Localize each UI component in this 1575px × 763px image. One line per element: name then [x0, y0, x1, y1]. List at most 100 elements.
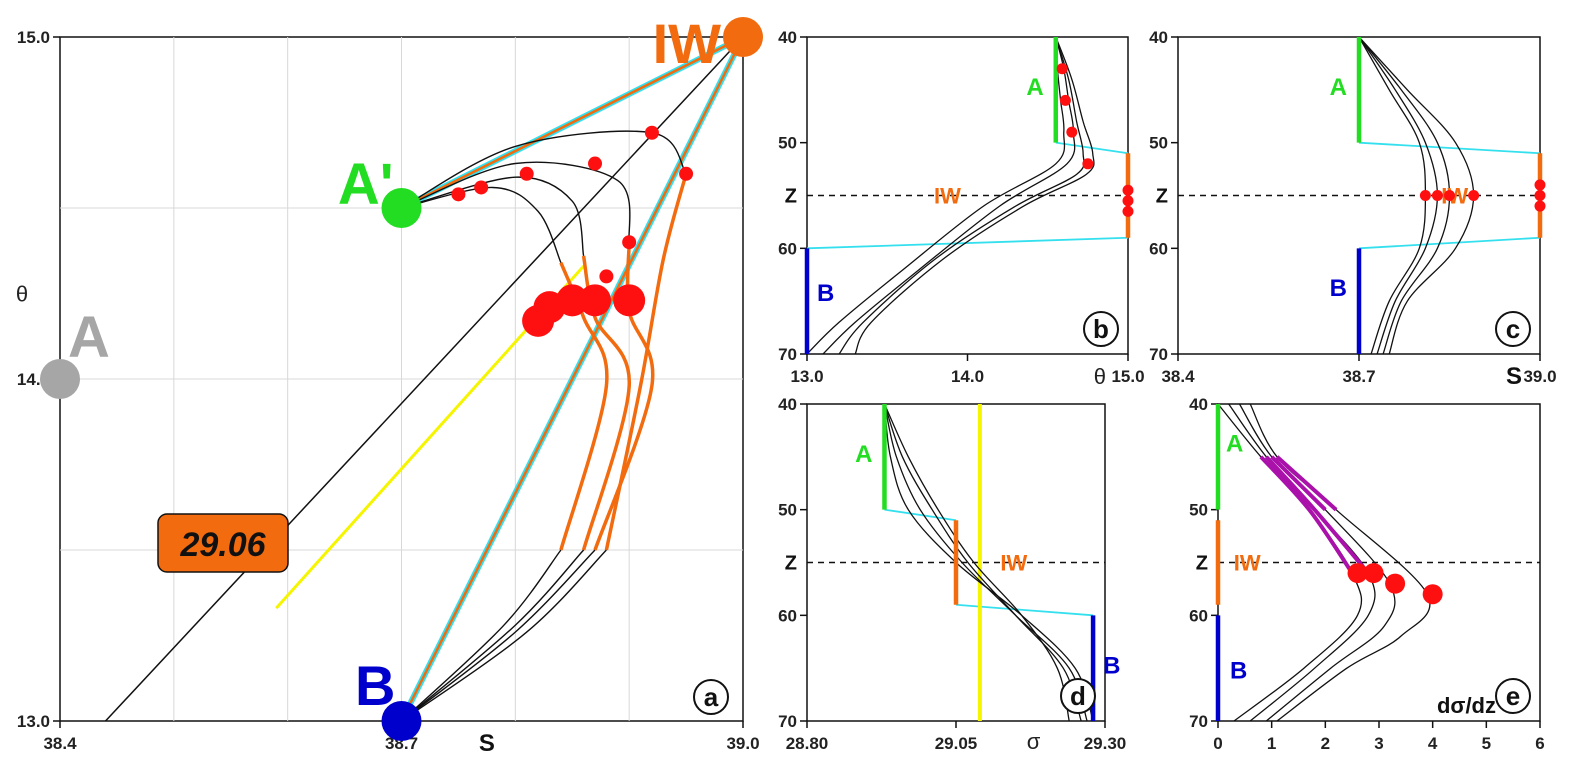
panel-b-label-B: B [817, 280, 834, 307]
panel-e-xtick-label: 6 [1535, 734, 1544, 753]
panel-a-curve-upper [401, 186, 562, 263]
panel-e-xtick-label: 5 [1482, 734, 1491, 753]
panel-e-xtick-label: 4 [1428, 734, 1438, 753]
panel-a-ylabel: θ [16, 282, 28, 307]
panel-b-profile-curve [838, 36, 1085, 355]
panel-b-red-point [1122, 184, 1134, 196]
panel-c-ytick-label: 70 [1149, 345, 1168, 364]
panel-a-curve-upper [401, 176, 585, 257]
panel-e-label-circle [1495, 678, 1531, 714]
panel-c-connector-upper [1358, 141, 1541, 155]
panel-c-red-point [1419, 190, 1431, 201]
panel-b-label-IW: IW [934, 184, 961, 209]
panel-c-red-point [1431, 190, 1443, 201]
panel-e-label-A: A [1226, 431, 1243, 458]
panel-c-label: c [1506, 314, 1520, 344]
panel-b-red-point [1122, 205, 1134, 217]
panel-a-label-A-prime: A' [338, 152, 394, 217]
panel-b-profile-curve [806, 36, 1066, 355]
panel-a-ytick-label: 15.0 [17, 28, 50, 47]
panel-c-label-A: A [1330, 74, 1347, 101]
panel-e-label: e [1506, 681, 1520, 711]
panel-e-xtick-label: 3 [1374, 734, 1383, 753]
panel-d-label-B: B [1103, 652, 1120, 679]
panel-c-red-point [1534, 190, 1546, 201]
panel-a-red-point [474, 180, 489, 195]
panel-a-label-A: A [68, 305, 110, 370]
panel-b-ytick-label: 40 [778, 28, 797, 47]
panel-b-connector-lower [806, 236, 1129, 250]
panel-b-profile-curve [822, 36, 1076, 355]
panel-b-xtick-label: 15.0 [1111, 367, 1144, 386]
panel-b-z-label: Z [785, 186, 797, 208]
panel-b-red-point [1059, 94, 1071, 106]
panel-a-xtick-label: 39.0 [726, 734, 759, 753]
panel-a-xlabel: S [479, 730, 495, 757]
panel-e-red-point [1422, 584, 1443, 605]
panel-d-label-circle [1060, 678, 1096, 714]
panel-d-ytick-label: 50 [778, 501, 797, 520]
panel-c-xtick-label: 39.0 [1523, 367, 1556, 386]
panel-c-ytick-label: 40 [1149, 28, 1168, 47]
panel-b-red-point [1056, 63, 1068, 75]
panel-c-ytick-label: 50 [1149, 134, 1168, 153]
panel-b-xtick-label: 13.0 [790, 367, 823, 386]
panel-b-label: b [1093, 314, 1109, 344]
panel-a-big-red-point [579, 284, 612, 317]
panel-d-sigma-profile: 28.80 29.05 29.30 40 50 60 70 Z A IW Bσ d [778, 395, 1126, 754]
panel-c-label-B: B [1330, 275, 1347, 302]
panel-a-curve-upper [401, 130, 687, 209]
panel-a-point-A-prime [381, 188, 422, 228]
panel-a-red-point [644, 125, 659, 140]
panel-a-red-point [519, 166, 534, 181]
panel-b-theta-profile: 13.0 14.0 15.0 40 50 60 70 Z A IW Bθb [778, 28, 1144, 389]
panel-a-ytick-label: 13.0 [17, 712, 50, 731]
panel-e-z-label: Z [1196, 553, 1208, 575]
panel-d-ytick-label: 40 [778, 395, 797, 414]
panel-e-stratification-profile: 0 1 2 3 4 5 6 40 50 60 70 Z A IW Bdσ/dz e [1189, 395, 1545, 753]
panel-e-red-point [1385, 573, 1406, 594]
panel-e-xtick-label: 0 [1213, 734, 1222, 753]
panel-a-point-A [40, 359, 80, 399]
panel-e-profile-highlight [1259, 455, 1354, 575]
panel-a-red-point [599, 269, 614, 284]
panel-d-xtick-label: 29.05 [935, 734, 978, 753]
panel-b-xlabel: θ [1094, 364, 1106, 389]
panel-b-ytick-label: 60 [778, 239, 797, 258]
panel-a-label: a [704, 682, 719, 712]
panel-c-salinity-profile: 38.438.739.040506070ZAIWBSc [1149, 28, 1556, 390]
panel-b-label-A: A [1026, 74, 1043, 101]
panel-e-red-point [1347, 563, 1368, 584]
panel-d-z-label: Z [785, 553, 797, 575]
panel-d-ytick-label: 70 [778, 712, 797, 731]
panel-e-profile-highlight [1270, 455, 1327, 512]
panel-d-label-A: A [855, 441, 872, 468]
panel-c-xlabel: S [1506, 363, 1522, 390]
panel-e-ytick-label: 70 [1189, 712, 1208, 731]
panel-a-curve-upper [401, 161, 631, 243]
panel-d-label: d [1070, 681, 1086, 711]
panel-a-density-label: 29.06 [179, 526, 266, 564]
panel-e-xlabel: dσ/dz [1437, 693, 1496, 718]
panel-a-curve-lower [401, 549, 562, 722]
panel-a-label-IW: IW [653, 12, 722, 75]
panel-b-xtick-label: 14.0 [951, 367, 984, 386]
panel-c-connector-lower [1358, 236, 1541, 250]
panel-d-ytick-label: 60 [778, 606, 797, 625]
panel-d-profile-curve [883, 403, 1070, 722]
panel-a-big-red-point [556, 284, 589, 317]
panel-c-red-point [1444, 190, 1455, 201]
panel-d-xtick-label: 29.30 [1084, 734, 1127, 753]
panel-e-profile-highlight [1264, 455, 1370, 575]
panel-b-profile-curve [854, 36, 1095, 355]
panel-b-ytick-label: 50 [778, 134, 797, 153]
panel-e-profile-highlight [1275, 455, 1338, 512]
panel-c-xtick-label: 38.4 [1161, 367, 1195, 386]
panel-e-red-point [1363, 563, 1384, 584]
panel-c-xtick-label: 38.7 [1342, 367, 1375, 386]
panel-a-mixing-line-core [400, 35, 744, 210]
panel-b-red-point [1082, 158, 1094, 170]
panel-e-ytick-label: 60 [1189, 606, 1208, 625]
panel-b-ytick-label: 70 [778, 345, 797, 364]
